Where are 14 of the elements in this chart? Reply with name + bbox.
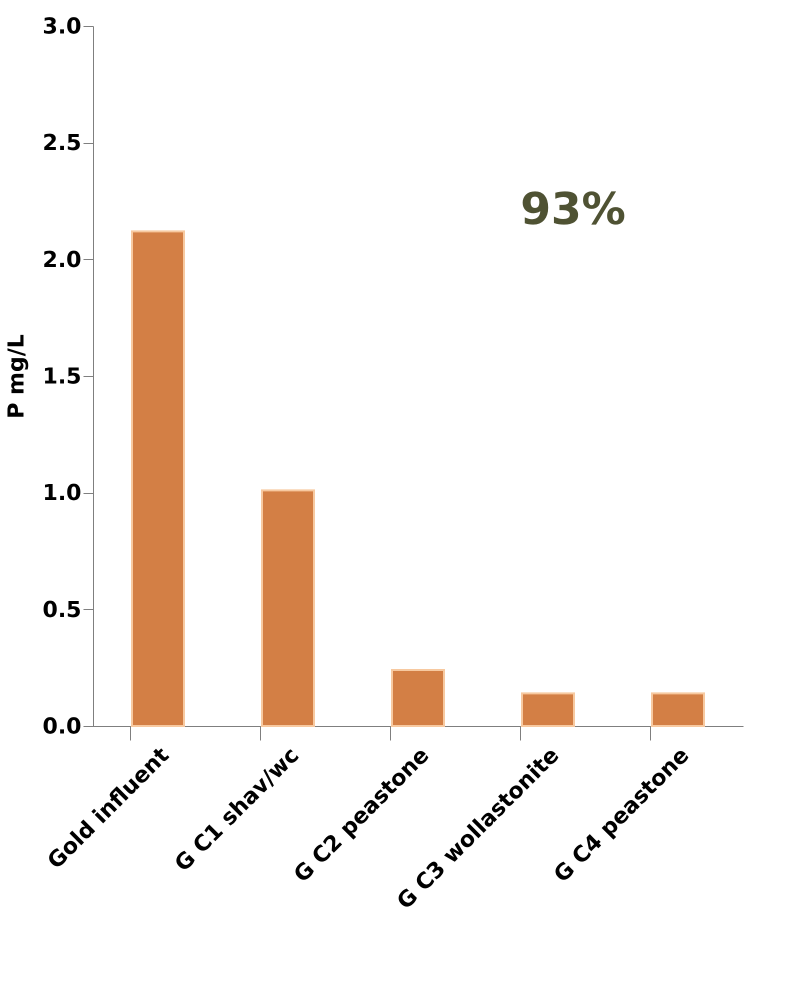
bar [391, 669, 445, 727]
annotation: 93% [520, 184, 626, 235]
y-tick-label: 3.0 [42, 14, 82, 40]
y-axis-title: P mg/L [4, 334, 30, 419]
y-tick-label: 0.0 [42, 714, 82, 740]
y-tick-label: 1.5 [42, 364, 82, 390]
bar [131, 230, 185, 727]
y-tick-label: 0.5 [42, 598, 82, 623]
y-tick-label: 2.5 [42, 131, 82, 156]
y-tick-label: 1.0 [42, 481, 82, 506]
bar [651, 692, 705, 727]
bar [521, 692, 575, 727]
bar [261, 489, 315, 727]
y-tick-label: 2.0 [42, 248, 82, 273]
